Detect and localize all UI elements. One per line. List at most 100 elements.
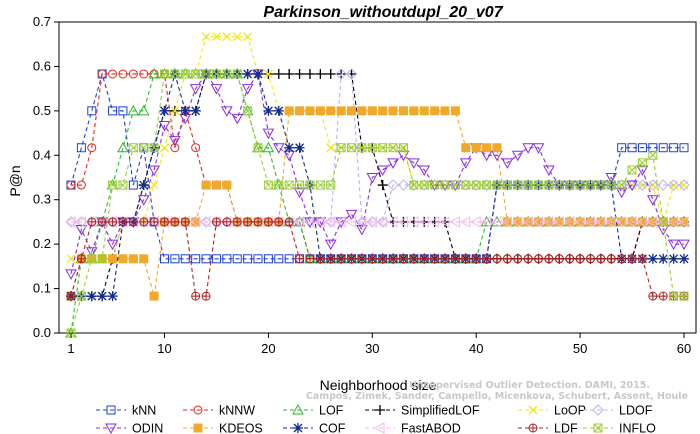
data-point-mark	[534, 254, 543, 263]
data-point	[534, 180, 544, 190]
x-tick-label: 1	[67, 341, 74, 356]
data-point	[657, 179, 669, 191]
data-point	[627, 143, 637, 153]
data-point-mark	[336, 143, 346, 153]
data-point	[222, 69, 232, 79]
data-point-mark	[554, 180, 564, 190]
data-point	[418, 165, 431, 176]
data-point	[314, 216, 325, 228]
data-point	[201, 180, 211, 190]
data-point	[667, 239, 680, 251]
legend-label: LDOF	[619, 404, 653, 418]
data-point	[263, 69, 273, 79]
data-point-mark	[451, 180, 460, 190]
data-point-mark	[129, 217, 138, 226]
data-point-mark	[326, 180, 336, 190]
legend-item-cof: COF	[283, 422, 346, 434]
series-layer	[64, 32, 690, 338]
data-point	[243, 106, 253, 116]
data-point	[200, 216, 211, 228]
data-point	[272, 143, 285, 154]
data-point	[170, 69, 180, 79]
data-point-mark	[118, 217, 127, 226]
data-point	[439, 216, 450, 228]
data-point	[532, 216, 544, 228]
data-point	[222, 32, 232, 42]
data-point	[482, 143, 492, 153]
data-point-mark	[128, 143, 138, 153]
data-point	[367, 143, 377, 153]
data-point-mark	[492, 254, 501, 263]
data-point-mark	[305, 180, 315, 190]
data-point	[366, 173, 379, 184]
data-point	[459, 216, 471, 228]
data-point-mark	[575, 180, 585, 190]
data-point	[149, 143, 159, 153]
x-tick-label: 60	[677, 341, 691, 356]
data-point-mark	[191, 69, 201, 79]
data-point	[97, 291, 108, 302]
plot-border	[58, 21, 697, 334]
data-point	[284, 254, 294, 264]
data-point-mark	[399, 143, 408, 153]
data-point	[345, 209, 358, 221]
data-point	[293, 423, 303, 433]
data-point	[295, 106, 305, 116]
x-tick-label: 20	[261, 341, 275, 356]
data-point	[139, 69, 149, 79]
legend-item-ldof: LDOF	[583, 404, 653, 418]
data-point-mark	[607, 254, 616, 263]
data-point-mark	[284, 180, 294, 190]
data-point-mark	[648, 150, 658, 160]
data-point	[137, 195, 150, 206]
data-point	[378, 143, 388, 153]
data-point	[170, 254, 180, 264]
data-point	[398, 106, 408, 116]
data-point	[76, 180, 86, 190]
data-point	[575, 180, 585, 190]
data-point	[263, 254, 273, 264]
data-point	[492, 180, 502, 190]
x-tick-label: 40	[469, 341, 483, 356]
data-point	[335, 68, 347, 80]
data-point-mark	[201, 69, 211, 79]
data-point	[315, 180, 325, 190]
data-point	[253, 254, 263, 264]
data-point	[211, 32, 221, 42]
data-point-mark	[191, 292, 200, 301]
data-point-mark	[254, 217, 263, 226]
data-point	[678, 239, 690, 251]
data-point-mark	[160, 217, 169, 226]
data-point	[336, 143, 346, 153]
data-point-mark	[606, 180, 616, 190]
data-point	[108, 69, 118, 79]
data-point	[117, 141, 129, 153]
data-point	[243, 254, 253, 264]
citation-watermark-line-2: Unsupervised Outlier Detection. DAMI, 20…	[409, 380, 650, 391]
data-point	[180, 254, 190, 264]
data-point	[470, 216, 481, 228]
data-point-mark	[534, 180, 543, 190]
data-point	[284, 68, 295, 79]
legend-item-loop: LoOP	[518, 404, 586, 418]
data-point	[76, 291, 86, 301]
data-point	[262, 141, 275, 153]
data-point-mark	[326, 254, 335, 263]
data-point-mark	[139, 217, 148, 226]
legend-label: LDF	[554, 422, 578, 434]
data-point-mark	[586, 254, 595, 263]
data-point	[253, 68, 264, 79]
citation-watermark-line-1: Campos, Zimek, Sander, Campello, Micenko…	[306, 391, 688, 402]
data-point-mark	[98, 217, 107, 226]
data-point	[97, 69, 107, 79]
data-point	[668, 253, 679, 264]
data-point-mark	[181, 217, 190, 226]
data-point	[118, 254, 128, 264]
axes: 0.0 0.1 0.2 0.3 0.4 0.5 0.6 0.7 1 10 20 30 40 50 60	[33, 14, 691, 356]
data-point	[87, 106, 97, 116]
data-point-mark	[565, 180, 575, 190]
data-point	[211, 254, 221, 264]
data-point-mark	[170, 69, 180, 79]
data-point-mark	[658, 217, 668, 227]
data-point	[409, 106, 419, 116]
